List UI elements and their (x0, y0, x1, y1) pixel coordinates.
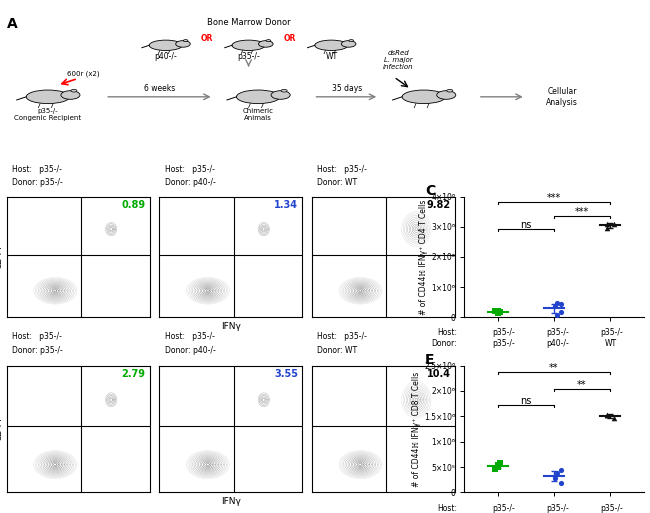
Text: E: E (424, 353, 434, 367)
Ellipse shape (183, 40, 188, 42)
Point (495, 459, 505, 467)
Point (552, 311, 562, 319)
Ellipse shape (237, 90, 280, 104)
Text: p35-/-: p35-/- (237, 52, 260, 61)
Point (602, 224, 612, 232)
Text: Donor:: Donor: (432, 339, 457, 348)
Text: ns: ns (520, 220, 532, 230)
Ellipse shape (447, 89, 453, 92)
Text: 35 days: 35 days (332, 84, 362, 93)
Point (493, 463, 503, 471)
Text: Donor: WT: Donor: WT (317, 178, 358, 187)
Ellipse shape (315, 40, 348, 50)
Point (608, 220, 619, 228)
Y-axis label: CD44: CD44 (0, 417, 4, 441)
Point (493, 307, 503, 315)
Text: 10.4: 10.4 (427, 369, 450, 380)
X-axis label: IFNγ: IFNγ (221, 497, 240, 506)
Point (495, 308, 505, 316)
Text: 0.89: 0.89 (122, 200, 146, 210)
Text: p35-/-: p35-/- (546, 504, 569, 513)
Y-axis label: # of CD44ℍ IFNγ⁺ CD8 T Cells: # of CD44ℍ IFNγ⁺ CD8 T Cells (412, 371, 421, 487)
Text: Host:   p35-/-: Host: p35-/- (12, 332, 62, 342)
Text: p35-/-: p35-/- (600, 504, 623, 513)
Text: 1.34: 1.34 (274, 200, 298, 210)
Ellipse shape (437, 91, 456, 100)
Text: p40-/-: p40-/- (155, 52, 177, 61)
Point (493, 461, 504, 469)
Point (552, 469, 562, 477)
Ellipse shape (271, 91, 290, 100)
Text: Bone Marrow Donor: Bone Marrow Donor (207, 17, 291, 27)
Point (552, 300, 562, 308)
Text: dsRed
L. major
infection: dsRed L. major infection (383, 50, 413, 70)
Point (602, 411, 612, 419)
Text: **: ** (549, 363, 558, 373)
Text: WT: WT (325, 52, 337, 61)
Ellipse shape (61, 91, 80, 100)
Text: 600r (x2): 600r (x2) (67, 71, 99, 77)
Text: p35-/-: p35-/- (492, 339, 515, 348)
Text: Host:   p35-/-: Host: p35-/- (165, 165, 214, 173)
Text: Donor: p40-/-: Donor: p40-/- (165, 346, 216, 356)
Text: Cellular
Analysis: Cellular Analysis (546, 87, 578, 107)
Point (602, 220, 612, 228)
Ellipse shape (341, 41, 356, 47)
Text: ***: *** (575, 207, 589, 216)
Text: Host:   p35-/-: Host: p35-/- (317, 165, 367, 173)
Ellipse shape (402, 90, 445, 104)
Point (490, 307, 501, 315)
Point (549, 473, 560, 482)
Text: p35-/-: p35-/- (600, 328, 623, 337)
Ellipse shape (176, 41, 190, 47)
Point (556, 308, 566, 316)
Text: Host:: Host: (437, 504, 457, 513)
Point (556, 466, 566, 474)
Text: Donor: WT: Donor: WT (317, 346, 358, 356)
Text: ***: *** (547, 193, 561, 203)
Ellipse shape (259, 41, 273, 47)
Point (490, 465, 501, 473)
Y-axis label: CD44: CD44 (0, 245, 4, 269)
Text: 2.79: 2.79 (122, 369, 146, 380)
Text: Donor: p35-/-: Donor: p35-/- (12, 178, 63, 187)
Text: WT: WT (605, 339, 617, 348)
Ellipse shape (71, 89, 77, 92)
Text: Chimeric
Animals: Chimeric Animals (242, 108, 274, 122)
Text: 3.55: 3.55 (274, 369, 298, 380)
Text: Host:   p35-/-: Host: p35-/- (12, 165, 62, 173)
Text: ns: ns (520, 396, 532, 406)
Point (556, 479, 566, 487)
Text: Host:   p35-/-: Host: p35-/- (165, 332, 214, 342)
Text: p40-/-: p40-/- (546, 339, 569, 348)
Point (493, 309, 504, 318)
Point (602, 411, 612, 420)
Text: p35-/-: p35-/- (546, 328, 569, 337)
Point (556, 300, 566, 308)
Text: A: A (6, 17, 18, 31)
Text: OR: OR (284, 34, 296, 43)
Text: **: ** (577, 380, 586, 390)
Text: p35-/-: p35-/- (492, 328, 515, 337)
Text: p35-/-: p35-/- (492, 504, 515, 513)
Text: 9.82: 9.82 (426, 200, 450, 210)
Ellipse shape (281, 89, 287, 92)
Text: Donor: p40-/-: Donor: p40-/- (165, 178, 216, 187)
Text: OR: OR (201, 34, 213, 43)
Ellipse shape (150, 40, 182, 50)
X-axis label: IFNγ: IFNγ (221, 322, 240, 330)
Ellipse shape (232, 40, 265, 50)
Text: Donor: p35-/-: Donor: p35-/- (12, 346, 63, 356)
Text: Host:   p35-/-: Host: p35-/- (317, 332, 367, 342)
Point (549, 302, 560, 310)
Ellipse shape (349, 40, 354, 42)
Point (608, 414, 619, 422)
Text: 6 weeks: 6 weeks (144, 84, 175, 93)
Ellipse shape (266, 40, 271, 42)
Text: C: C (424, 185, 435, 199)
Ellipse shape (26, 90, 70, 104)
Y-axis label: # of CD44ℍ IFNγ⁺ CD4 T Cells: # of CD44ℍ IFNγ⁺ CD4 T Cells (419, 199, 428, 314)
Text: Host:: Host: (437, 328, 457, 337)
Text: p35-/-
Congenic Recipient: p35-/- Congenic Recipient (14, 108, 81, 122)
